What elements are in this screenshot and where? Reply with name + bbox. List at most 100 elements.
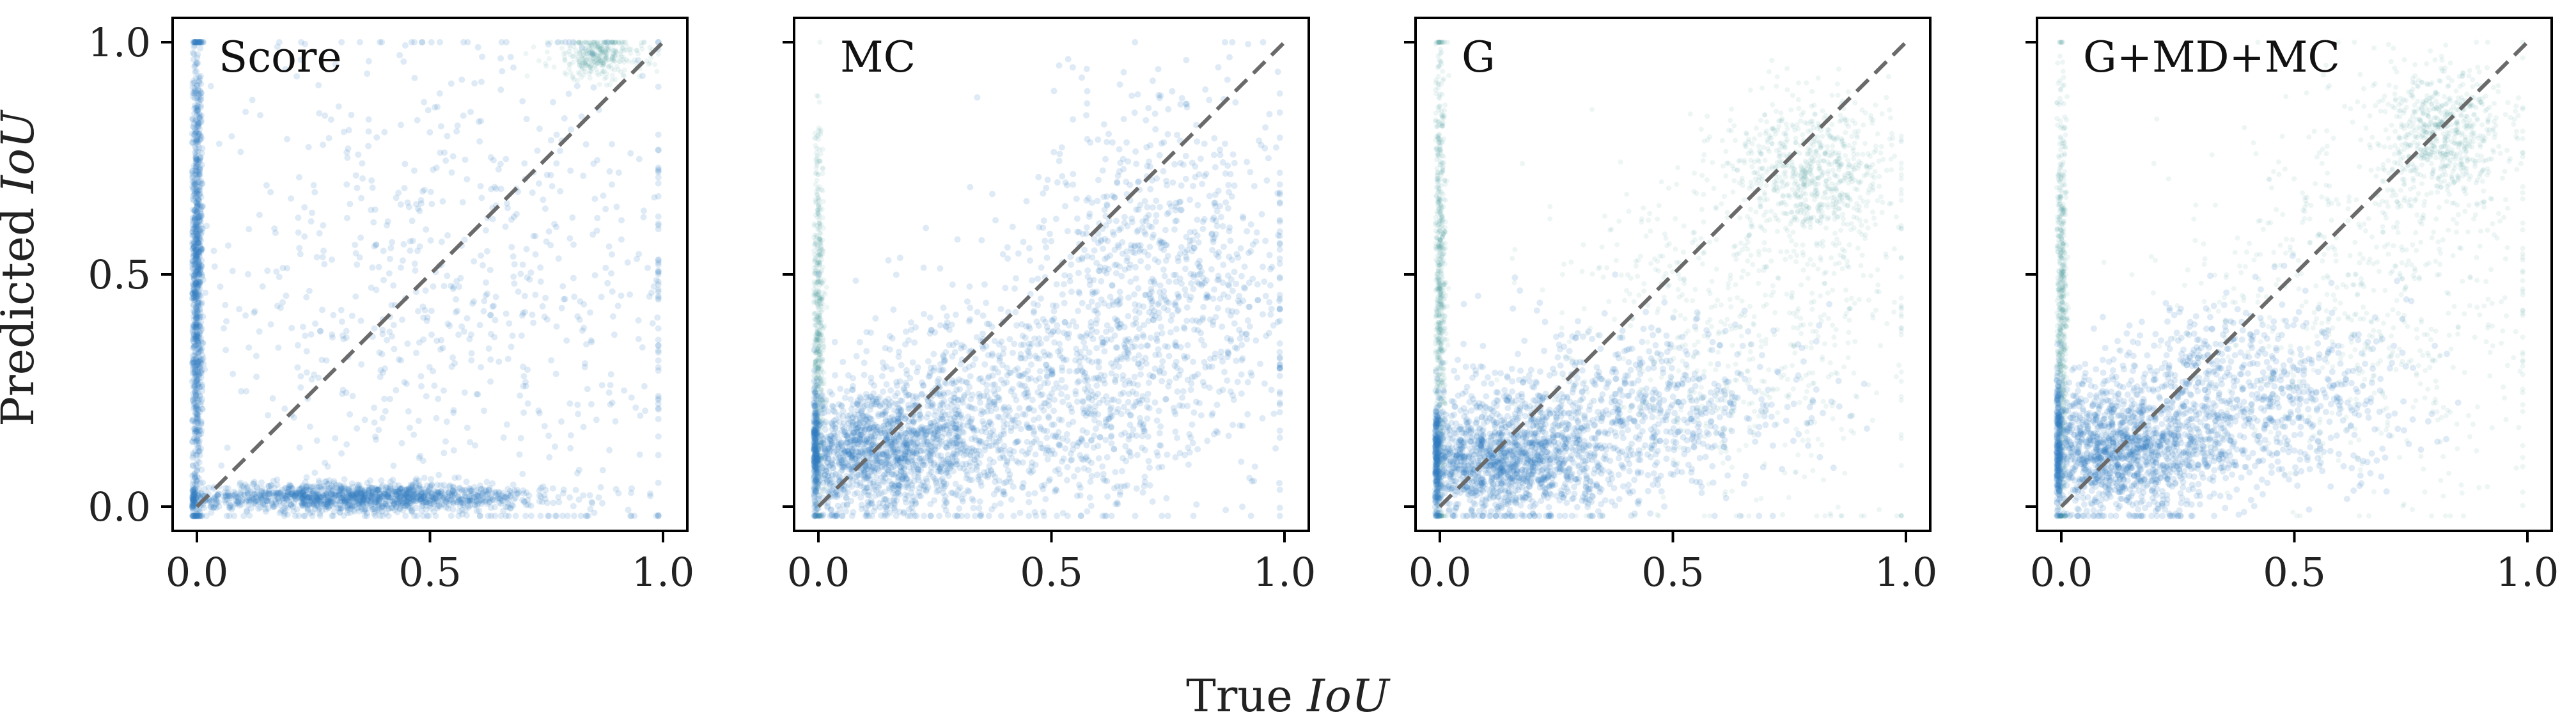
scatter-point: [815, 214, 820, 220]
scatter-point: [195, 178, 202, 185]
scatter-point: [196, 363, 203, 370]
scatter-point: [590, 84, 597, 91]
scatter-point: [196, 159, 203, 166]
scatter-point: [190, 307, 197, 314]
scatter-point: [524, 73, 530, 79]
scatter-point: [195, 390, 202, 396]
scatter-point: [192, 88, 199, 95]
scatter-point: [197, 72, 204, 79]
scatter-point: [613, 77, 618, 83]
scatter-point: [625, 507, 632, 514]
scatter-point: [400, 58, 407, 65]
scatter-point: [348, 111, 355, 118]
scatter-point: [450, 484, 457, 491]
scatter-point: [814, 329, 820, 335]
scatter-point: [229, 267, 236, 274]
scatter-point: [195, 507, 201, 514]
scatter-point: [478, 252, 485, 259]
scatter-point: [192, 117, 199, 124]
scatter-point: [652, 61, 658, 67]
scatter-point: [194, 308, 201, 315]
scatter-point: [387, 244, 394, 251]
scatter-point: [192, 418, 199, 425]
scatter-point: [324, 463, 331, 470]
scatter-point: [416, 454, 423, 461]
scatter-point: [561, 296, 568, 303]
scatter-point: [196, 321, 203, 328]
scatter-point: [587, 75, 593, 81]
scatter-point: [192, 295, 199, 302]
scatter-point: [459, 507, 465, 514]
scatter-point: [508, 343, 515, 351]
scatter-point: [191, 316, 198, 323]
scatter-point: [192, 39, 198, 45]
scatter-point: [453, 128, 460, 135]
scatter-point: [480, 308, 487, 315]
scatter-point: [487, 356, 494, 363]
scatter-point: [193, 362, 200, 369]
scatter-point: [621, 387, 628, 394]
scatter-point: [194, 269, 201, 276]
scatter-point: [196, 39, 203, 45]
scatter-point: [379, 414, 386, 422]
scatter-point: [861, 372, 868, 379]
scatter-point: [615, 170, 622, 176]
scatter-point: [500, 434, 507, 441]
scatter-point: [534, 147, 541, 154]
scatter-point: [194, 296, 201, 303]
scatter-point: [655, 213, 662, 220]
scatter-point: [527, 512, 535, 519]
scatter-point: [192, 304, 199, 310]
scatter-point: [190, 345, 197, 352]
scatter-point: [196, 249, 203, 256]
scatter-point: [271, 225, 278, 232]
scatter-point: [198, 263, 205, 270]
scatter-point: [462, 156, 469, 163]
scatter-point: [193, 321, 200, 328]
scatter-point: [655, 226, 662, 233]
scatter-point: [457, 274, 464, 281]
scatter-point: [195, 120, 202, 127]
scatter-point: [194, 132, 201, 139]
scatter-point: [295, 229, 302, 236]
scatter-point: [297, 373, 304, 380]
scatter-point: [191, 39, 198, 45]
scatter-point: [352, 293, 359, 300]
scatter-point: [191, 425, 197, 432]
scatter-point: [193, 182, 200, 189]
scatter-point: [520, 409, 527, 416]
scatter-point: [536, 180, 542, 187]
scatter-point: [347, 411, 354, 418]
scatter-point: [191, 79, 198, 86]
scatter-point: [197, 154, 204, 161]
scatter-point: [195, 196, 202, 203]
scatter-point: [491, 334, 498, 341]
scatter-point: [655, 397, 662, 404]
scatter-point: [320, 222, 327, 229]
scatter-point: [195, 445, 202, 452]
scatter-point: [244, 483, 251, 490]
scatter-point: [194, 291, 201, 298]
scatter-point: [371, 206, 379, 213]
scatter-point: [397, 201, 404, 208]
scatter-point: [580, 423, 587, 430]
scatter-point: [655, 452, 662, 459]
scatter-point: [300, 324, 306, 331]
scatter-point: [435, 471, 442, 478]
scatter-point: [418, 373, 425, 380]
scatter-point: [195, 265, 202, 272]
scatter-point: [192, 221, 199, 228]
scatter-point: [192, 267, 199, 274]
scatter-point: [421, 307, 428, 314]
scatter-point: [811, 299, 816, 304]
scatter-point: [195, 168, 201, 175]
scatter-point: [265, 483, 272, 490]
scatter-point: [192, 288, 199, 296]
scatter-point: [194, 241, 201, 248]
scatter-point: [575, 466, 582, 473]
scatter-point: [198, 335, 205, 342]
scatter-point: [576, 316, 583, 323]
scatter-point: [189, 417, 196, 424]
scatter-point: [192, 262, 199, 269]
scatter-point: [195, 406, 202, 413]
